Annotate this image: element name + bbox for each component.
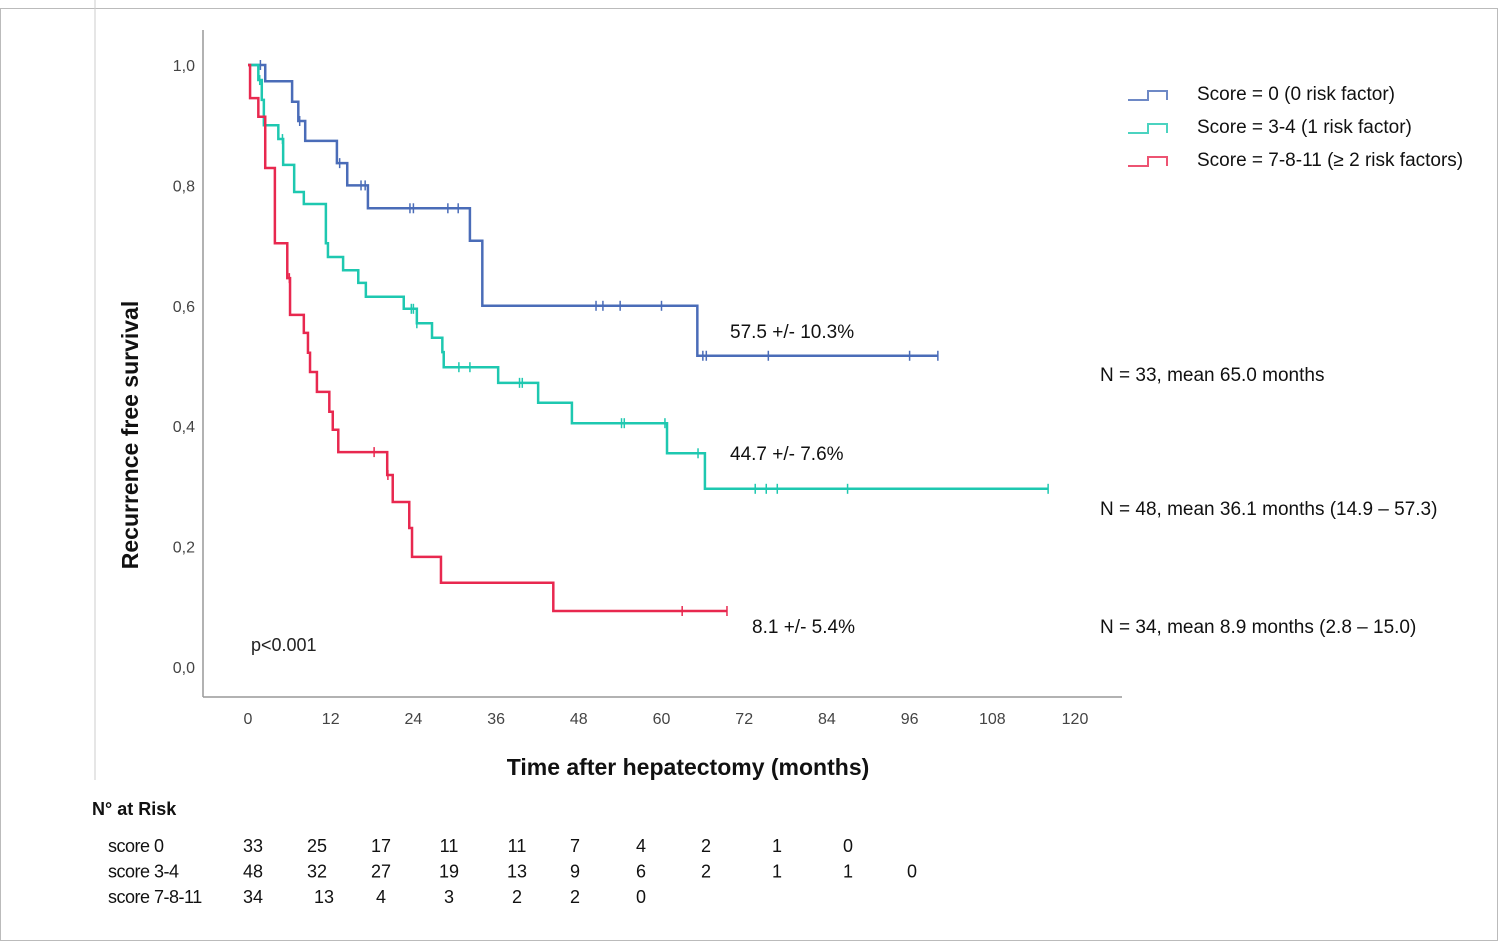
x-tick-label: 72 <box>735 711 753 728</box>
group-summary: N = 33, mean 65.0 months <box>1100 365 1324 386</box>
risk-count: 4 <box>376 887 386 907</box>
y-tick-label: 0,4 <box>173 419 195 436</box>
risk-count: 1 <box>843 862 853 882</box>
x-tick-label: 48 <box>570 711 588 728</box>
y-tick-label: 0,2 <box>173 540 195 557</box>
x-tick-label: 24 <box>405 711 423 728</box>
risk-count: 1 <box>772 862 782 882</box>
legend-label: Score = 3-4 (1 risk factor) <box>1197 117 1412 138</box>
risk-table-title: N° at Risk <box>92 799 177 819</box>
legend-label: Score = 0 (0 risk factor) <box>1197 84 1395 105</box>
y-tick-label: 0,8 <box>173 178 195 195</box>
risk-count: 11 <box>508 836 527 856</box>
risk-count: 27 <box>371 862 391 882</box>
legend-swatch <box>1128 123 1168 134</box>
survival-annotation: 8.1 +/- 5.4% <box>752 617 855 638</box>
legend: Score = 0 (0 risk factor) Score = 3-4 (1 … <box>1128 84 1463 171</box>
risk-count: 2 <box>512 887 522 907</box>
survival-annotation: 44.7 +/- 7.6% <box>730 444 844 465</box>
p-value: p<0.001 <box>251 635 317 655</box>
risk-count: 0 <box>636 887 646 907</box>
y-tick-label: 0,0 <box>173 660 195 677</box>
risk-count: 9 <box>570 862 580 882</box>
risk-count: 7 <box>570 836 580 856</box>
risk-count: 1 <box>772 836 782 856</box>
risk-count: 33 <box>243 836 263 856</box>
y-tick-label: 0,6 <box>173 299 195 316</box>
x-tick-label: 96 <box>901 711 919 728</box>
risk-row-label: score 7-8-11 <box>108 887 202 907</box>
risk-count: 0 <box>907 862 917 882</box>
x-tick-label: 12 <box>322 711 340 728</box>
risk-count: 2 <box>570 887 580 907</box>
risk-count: 48 <box>243 862 263 882</box>
risk-count: 34 <box>243 887 263 907</box>
x-tick-label: 36 <box>487 711 505 728</box>
survival-annotation: 57.5 +/- 10.3% <box>730 322 854 343</box>
x-tick-label: 60 <box>653 711 671 728</box>
group-summary: N = 48, mean 36.1 months (14.9 – 57.3) <box>1100 499 1437 520</box>
survival-curve-2 <box>248 63 727 613</box>
risk-count: 3 <box>444 887 454 907</box>
legend-swatch <box>1128 90 1168 101</box>
survival-curve-0 <box>248 63 938 358</box>
x-tick-label: 0 <box>244 711 253 728</box>
risk-count: 0 <box>843 836 853 856</box>
risk-count: 17 <box>371 836 391 856</box>
risk-count: 4 <box>636 836 646 856</box>
risk-count: 32 <box>307 862 327 882</box>
group-summary: N = 34, mean 8.9 months (2.8 – 15.0) <box>1100 617 1416 638</box>
risk-count: 13 <box>507 862 527 882</box>
risk-row-label: score 0 <box>108 836 164 856</box>
x-tick-label: 120 <box>1062 711 1089 728</box>
risk-row-label: score 3-4 <box>108 862 179 882</box>
x-tick-label: 108 <box>979 711 1006 728</box>
x-axis-label: Time after hepatectomy (months) <box>507 754 870 780</box>
risk-count: 19 <box>439 862 459 882</box>
survival-curve-1 <box>248 63 1049 491</box>
figure-frame <box>0 8 1498 941</box>
risk-count: 25 <box>307 836 327 856</box>
legend-label: Score = 7-8-11 (≥ 2 risk factors) <box>1197 150 1463 171</box>
x-tick-label: 84 <box>818 711 836 728</box>
risk-count: 6 <box>636 862 646 882</box>
risk-count: 13 <box>314 887 334 907</box>
risk-count: 2 <box>701 836 711 856</box>
y-tick-label: 1,0 <box>173 58 195 75</box>
risk-count: 2 <box>701 862 711 882</box>
y-axis-label: Recurrence free survival <box>117 301 143 570</box>
risk-count: 11 <box>440 836 459 856</box>
legend-swatch <box>1128 156 1168 167</box>
